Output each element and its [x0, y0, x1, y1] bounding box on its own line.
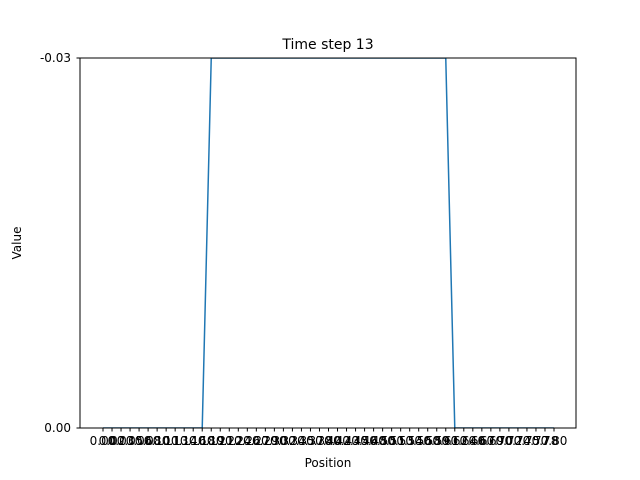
x-tick-label: 0.18 [189, 434, 216, 448]
x-tick-label: 0.02 [99, 434, 126, 448]
x-tick-label: 0.32 [270, 434, 297, 448]
y-axis: -0.03 0.00 [40, 51, 80, 435]
x-tick-label: 0.30 [261, 434, 288, 448]
x-tick-label: 0.05 [117, 434, 144, 448]
y-tick-label-bottom: 0.00 [44, 421, 71, 435]
x-tick-label: 0.69 [478, 434, 505, 448]
x-tick-label: 0.13 [162, 434, 189, 448]
x-axis: 0.000.020.030.050.060.080.100.110.130.14… [90, 428, 568, 448]
x-tick-label: 0.45 [342, 434, 369, 448]
x-tick-label: 0.26 [234, 434, 261, 448]
x-tick-label: 0.66 [459, 434, 486, 448]
x-tick-label: 0.10 [144, 434, 171, 448]
x-tick-label: 0.16 [180, 434, 207, 448]
x-tick-label: 0.72 [496, 434, 523, 448]
x-tick-label: 0.50 [369, 434, 396, 448]
x-tick-label: 0.19 [198, 434, 225, 448]
x-tick-label: 0.74 [505, 434, 532, 448]
x-tick-label: 0.70 [487, 434, 514, 448]
x-tick-label: 0.27 [243, 434, 270, 448]
x-tick-label: 0.61 [432, 434, 459, 448]
x-tick-label: 0.06 [126, 434, 153, 448]
x-tick-label: 0.08 [135, 434, 162, 448]
chart-title: Time step 13 [281, 37, 373, 53]
x-tick-label: 0.58 [414, 434, 441, 448]
x-tick-label: 0.51 [378, 434, 405, 448]
x-tick-label: 0.62 [441, 434, 468, 448]
series-layer [103, 58, 554, 428]
x-tick-label: 0.11 [153, 434, 180, 448]
x-tick-label: 0.00 [90, 434, 117, 448]
x-tick-label: 0.35 [288, 434, 315, 448]
x-axis-title: Position [305, 456, 352, 470]
series-line [103, 58, 554, 428]
x-tick-label: 0.21 [207, 434, 234, 448]
x-tick-label: 0.42 [324, 434, 351, 448]
x-tick-label: 0.67 [468, 434, 495, 448]
y-axis-title: Value [10, 227, 24, 260]
x-tick-label: 0.22 [216, 434, 243, 448]
x-tick-label: 0.34 [279, 434, 306, 448]
x-tick-label: 0.43 [333, 434, 360, 448]
x-tick-label: 0.29 [252, 434, 279, 448]
x-tick-label: 0.56 [405, 434, 432, 448]
x-tick-label: 0.03 [108, 434, 135, 448]
x-tick-label: 0.54 [396, 434, 423, 448]
x-tick-label: 0.64 [450, 434, 477, 448]
x-tick-label: 0.78 [532, 434, 559, 448]
x-tick-label: 0.37 [297, 434, 324, 448]
plot-frame [79, 57, 577, 429]
x-tick-label: 0.40 [315, 434, 342, 448]
x-tick-label: 0.80 [541, 434, 568, 448]
x-tick-label: 0.77 [523, 434, 550, 448]
x-tick-label: 0.53 [387, 434, 414, 448]
y-tick-label-top: -0.03 [40, 51, 71, 65]
x-tick-label: 0.48 [360, 434, 387, 448]
x-tick-label: 0.38 [306, 434, 333, 448]
x-tick-label: 0.75 [514, 434, 541, 448]
x-tick-label: 0.24 [225, 434, 252, 448]
x-tick-label: 0.14 [171, 434, 198, 448]
x-tick-label: 0.46 [351, 434, 378, 448]
x-tick-label: 0.59 [423, 434, 450, 448]
